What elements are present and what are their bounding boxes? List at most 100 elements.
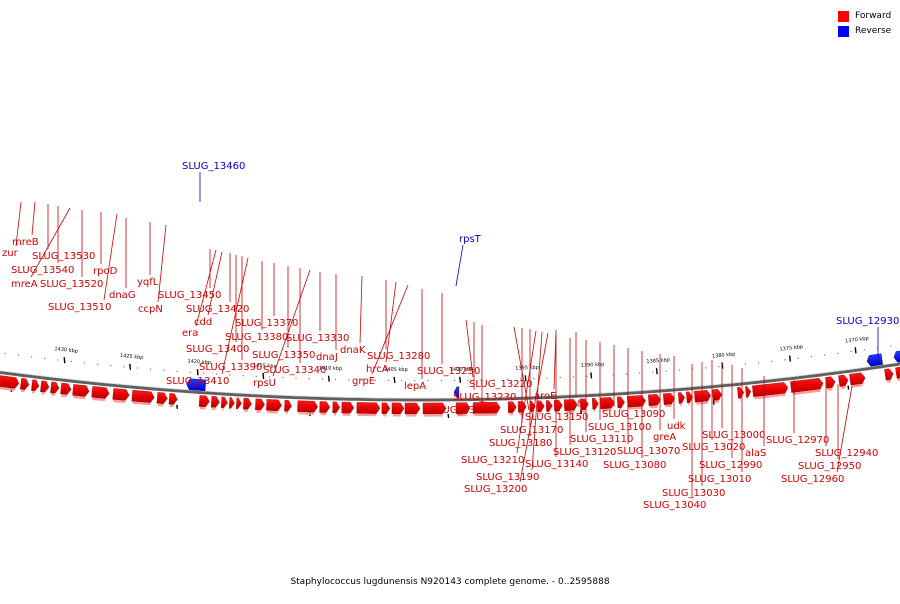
forward-gene-label: SLUG_13350 bbox=[252, 350, 315, 361]
legend-forward: Forward bbox=[838, 9, 891, 23]
forward-gene-label: SLUG_13180 bbox=[489, 438, 552, 449]
forward-gene-label: hrcA bbox=[366, 364, 389, 375]
forward-gene-feature bbox=[20, 378, 29, 389]
reverse-gene-feature bbox=[867, 354, 883, 367]
forward-gene-label: dnaJ bbox=[316, 352, 338, 363]
forward-gene-label: SLUG_13220 bbox=[469, 379, 532, 390]
scale-dot bbox=[626, 373, 627, 374]
forward-gene-label: dnaK bbox=[340, 345, 366, 356]
forward-gene-feature bbox=[537, 401, 544, 412]
scale-dot bbox=[784, 359, 785, 360]
scale-dot bbox=[5, 353, 6, 354]
forward-gene-leader bbox=[104, 214, 117, 300]
scale-dot bbox=[890, 345, 891, 346]
scale-dot bbox=[811, 356, 812, 357]
scale-dot bbox=[348, 379, 349, 380]
tick-mark bbox=[64, 357, 65, 363]
forward-gene-feature bbox=[648, 394, 660, 406]
scale-dot bbox=[837, 353, 838, 354]
forward-gene-feature bbox=[284, 400, 291, 411]
forward-gene-label: SLUG_13510 bbox=[48, 302, 111, 313]
forward-gene-feature bbox=[712, 389, 722, 400]
forward-gene-label: SLUG_12960 bbox=[781, 474, 844, 485]
scale-dot bbox=[745, 364, 746, 365]
forward-gene-label: SLUG_13030 bbox=[662, 488, 725, 499]
forward-gene-label: SLUG_13100 bbox=[588, 422, 651, 433]
forward-gene-label: SLUG_13230 bbox=[453, 392, 516, 403]
tick-mark bbox=[591, 372, 592, 378]
scale-dot bbox=[84, 362, 85, 363]
forward-gene-feature bbox=[236, 398, 241, 409]
forward-gene-feature bbox=[211, 396, 219, 407]
forward-gene-shadow bbox=[61, 396, 67, 397]
forward-gene-label: SLUG_13070 bbox=[617, 446, 680, 457]
tick-mark bbox=[130, 364, 131, 370]
forward-gene-feature bbox=[678, 392, 684, 403]
forward-gene-feature bbox=[600, 397, 614, 409]
forward-gene-leader bbox=[360, 276, 362, 343]
forward-gene-feature bbox=[694, 390, 711, 402]
scale-dot bbox=[335, 379, 336, 380]
forward-gene-label: mreA bbox=[11, 279, 38, 290]
forward-gene-label: SLUG_13120 bbox=[553, 447, 616, 458]
tick-label: 1430 kbp bbox=[54, 346, 78, 355]
forward-gene-feature bbox=[546, 400, 552, 411]
scale-dot bbox=[176, 371, 177, 372]
forward-gene-label: lepA bbox=[404, 381, 426, 392]
forward-gene-feature bbox=[592, 398, 598, 409]
forward-gene-label: dnaG bbox=[109, 290, 136, 301]
scale-dot bbox=[150, 369, 151, 370]
scale-dot bbox=[18, 355, 19, 356]
forward-gene-shadow bbox=[92, 399, 105, 400]
forward-gene-feature bbox=[382, 403, 390, 414]
scale-dot bbox=[732, 365, 733, 366]
forward-gene-label: SLUG_13280 bbox=[367, 351, 430, 362]
reverse-gene-label: SLUG_12930 bbox=[836, 316, 899, 327]
scale-dot bbox=[124, 366, 125, 367]
scale-dot bbox=[163, 370, 164, 371]
tick-label: 1385 kbp bbox=[646, 357, 670, 365]
forward-gene-label: ccpN bbox=[138, 304, 163, 315]
forward-gene-shadow bbox=[828, 389, 833, 390]
forward-gene-shadow bbox=[298, 413, 314, 414]
forward-gene-feature bbox=[92, 386, 110, 398]
scale-dot bbox=[824, 354, 825, 355]
forward-gene-label: SLUG_13530 bbox=[32, 251, 95, 262]
scale-dot bbox=[428, 380, 429, 381]
forward-gene-label: SLUG_13420 bbox=[186, 304, 249, 315]
forward-gene-feature bbox=[255, 399, 264, 410]
forward-gene-feature bbox=[357, 402, 380, 413]
tick-label: 1375 kbp bbox=[779, 344, 803, 353]
forward-gene-feature bbox=[617, 397, 624, 408]
scale-dot bbox=[44, 358, 45, 359]
forward-gene-label: SLUG_13080 bbox=[603, 460, 666, 471]
forward-gene-label: grpE bbox=[352, 376, 375, 387]
scale-dot bbox=[282, 377, 283, 378]
forward-gene-shadow bbox=[267, 412, 278, 413]
scale-dot bbox=[441, 380, 442, 381]
scale-dot bbox=[652, 372, 653, 373]
minor-tick bbox=[177, 405, 178, 409]
scale-dot bbox=[71, 361, 72, 362]
forward-gene-leader bbox=[837, 386, 852, 472]
forward-gene-label: SLUG_13380 bbox=[225, 332, 288, 343]
forward-gene-label: SLUG_13540 bbox=[11, 265, 74, 276]
forward-gene-feature bbox=[627, 395, 645, 407]
reverse-gene-label: rpsT bbox=[459, 234, 482, 245]
forward-gene-feature bbox=[663, 393, 674, 405]
scale-dot bbox=[547, 378, 548, 379]
scale-dot bbox=[679, 370, 680, 371]
forward-gene-leader bbox=[386, 282, 396, 362]
forward-gene-shadow bbox=[73, 397, 85, 398]
scale-dot bbox=[309, 378, 310, 379]
forward-gene-label: era bbox=[182, 328, 198, 339]
scale-dot bbox=[573, 376, 574, 377]
forward-gene-label: zur bbox=[2, 248, 19, 259]
scale-dot bbox=[58, 359, 59, 360]
forward-gene-feature bbox=[60, 383, 71, 395]
forward-gene-leader bbox=[222, 258, 248, 374]
tick-mark bbox=[197, 369, 198, 375]
forward-gene-label: SLUG_13090 bbox=[602, 409, 665, 420]
forward-gene-shadow bbox=[41, 393, 45, 394]
